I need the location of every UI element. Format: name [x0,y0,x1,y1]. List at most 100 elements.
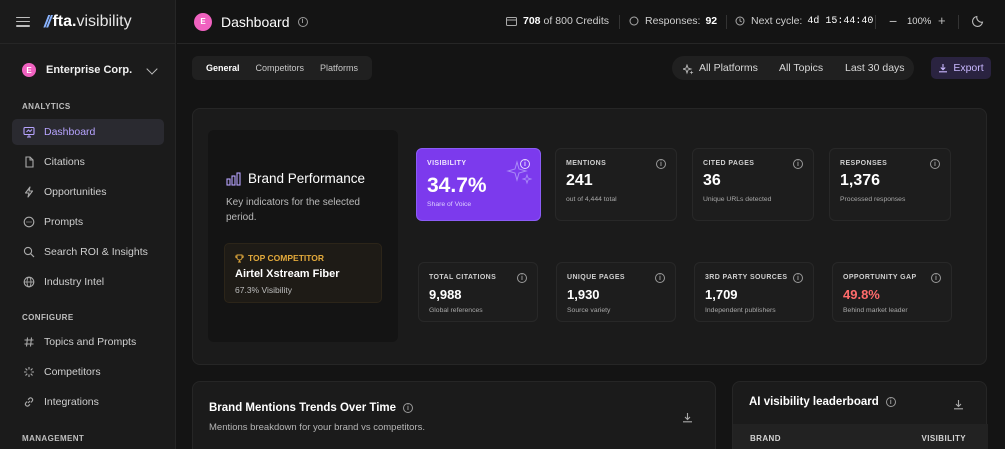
sidebar-item-search-roi[interactable]: Search ROI & Insights [12,239,164,265]
sidebar-item-citations[interactable]: Citations [12,149,164,175]
page-avatar: E [194,12,212,31]
metric-card-responses[interactable]: RESPONSES 1,376 Processed responses i [829,148,951,221]
sidebar-item-dashboard[interactable]: Dashboard [12,119,164,145]
metric-card-third-party-sources[interactable]: 3RD PARTY SOURCES 1,709 Independent publ… [694,262,814,322]
info-icon[interactable]: i [297,16,308,27]
metric-label: MENTIONS [566,160,607,167]
sidebar-item-label: Dashboard [44,126,96,138]
trophy-icon [235,254,244,263]
file-icon [23,156,35,168]
export-label: Export [953,62,984,74]
sidebar-item-label: Topics and Prompts [44,336,137,348]
column-brand[interactable]: BRAND [750,433,781,443]
credits-counter: 708 of 800 Credits [506,15,609,27]
clock-icon [735,16,745,26]
logo-light-text: visibility [76,12,132,30]
sidebar-item-opportunities[interactable]: Opportunities [12,179,164,205]
sparkle-decoration-icon [505,159,533,192]
column-visibility[interactable]: VISIBILITY [921,433,966,443]
org-switcher[interactable]: E Enterprise Corp. [12,56,162,84]
hash-icon [23,336,35,348]
metric-value: 9,988 [429,287,462,302]
metric-card-mentions[interactable]: MENTIONS 241 out of 4,444 total i [555,148,677,221]
credits-total: 800 Credits [555,15,609,27]
filter-period[interactable]: Last 30 days [845,62,905,74]
divider [619,15,620,29]
org-avatar: E [22,63,36,77]
page-title: Dashboard [221,13,290,30]
sparkle-icon [23,366,35,378]
download-icon[interactable] [682,410,693,428]
credits-of: of [543,15,553,27]
zoom-in-icon[interactable]: + [938,13,946,28]
top-competitor-tag: TOP COMPETITOR [235,253,324,263]
metric-value: 1,376 [840,172,881,189]
info-icon[interactable]: i [885,397,896,407]
sidebar-item-topics-prompts[interactable]: Topics and Prompts [12,329,164,355]
sidebar-item-label: Integrations [44,396,99,408]
info-icon[interactable]: i [931,273,941,283]
brand-performance-heading: Brand Performance [226,171,365,186]
brand-performance-description: Key indicators for the selected period. [226,197,360,223]
zoom-level: 100% [907,16,932,27]
info-icon[interactable]: i [655,273,665,283]
next-cycle-value: 4d 15:44:40 [807,15,874,27]
info-icon[interactable]: i [930,159,940,169]
metric-card-visibility[interactable]: VISIBILITY 34.7% Share of Voice i [416,148,541,221]
download-icon[interactable] [953,397,964,415]
chevron-down-icon [146,63,158,75]
moon-icon[interactable] [972,14,985,27]
logo-mark: // [44,11,52,31]
responses-label: Responses: [645,15,701,27]
credits-used: 708 [523,15,541,27]
app-logo[interactable]: // fta. visibility [44,12,132,32]
sidebar-item-industry-intel[interactable]: Industry Intel [12,269,164,295]
sidebar-header: // fta. visibility [0,0,175,44]
metric-sub: Behind market leader [843,307,908,314]
next-cycle-label: Next cycle: [751,15,803,27]
info-icon[interactable]: i [793,159,803,169]
leaderboard-header-row: BRAND VISIBILITY [733,424,988,449]
info-icon[interactable]: i [793,273,803,283]
sidebar-item-competitors[interactable]: Competitors [12,359,164,385]
info-icon[interactable]: i [656,159,666,169]
section-configure: CONFIGURE [22,313,74,322]
metric-label: RESPONSES [840,160,888,167]
metric-card-total-citations[interactable]: TOTAL CITATIONS 9,988 Global references … [418,262,538,322]
search-icon [23,246,35,258]
sidebar-item-label: Industry Intel [44,276,105,288]
filter-topics[interactable]: All Topics [779,62,824,74]
metric-card-opportunity-gap[interactable]: OPPORTUNITY GAP 49.8% Behind market lead… [832,262,952,322]
sidebar-item-label: Opportunities [44,186,107,198]
tab-platforms[interactable]: Platforms [320,63,359,73]
next-cycle-timer: Next cycle: 4d 15:44:40 [735,15,873,27]
info-icon[interactable]: i [520,159,530,169]
topbar: E Dashboard i 708 of 800 Credits Respons… [177,0,1005,44]
mentions-trends-card: Brand Mentions Trends Over Time i Mentio… [192,381,716,449]
metric-label: UNIQUE PAGES [567,274,625,281]
sidebar: // fta. visibility E Enterprise Corp. AN… [0,0,176,449]
metric-card-unique-pages[interactable]: UNIQUE PAGES 1,930 Source variety i [556,262,676,322]
tab-general[interactable]: General [206,63,240,73]
sidebar-item-prompts[interactable]: Prompts [12,209,164,235]
menu-toggle-icon[interactable] [16,16,30,27]
sidebar-item-integrations[interactable]: Integrations [12,389,164,415]
zoom-out-icon[interactable]: − [889,13,898,29]
top-competitor-name: Airtel Xstream Fiber [235,268,340,280]
leaderboard-card: AI visibility leaderboard i BRAND VISIBI… [732,381,988,449]
metric-value: 34.7% [427,174,487,197]
info-icon[interactable]: i [517,273,527,283]
tab-competitors[interactable]: Competitors [255,63,305,73]
top-competitor-card: TOP COMPETITOR Airtel Xstream Fiber 67.3… [224,243,382,303]
export-button[interactable]: Export [931,57,991,79]
metric-value: 1,709 [705,287,738,302]
metric-card-cited-pages[interactable]: CITED PAGES 36 Unique URLs detected i [692,148,814,221]
info-icon[interactable]: i [403,403,414,413]
responses-counter: Responses: 92 [629,15,717,27]
chat-icon [629,16,639,26]
brand-performance-title: Brand Performance [248,171,366,186]
responses-value: 92 [705,15,718,27]
sparkles-icon [681,62,694,80]
metric-value: 1,930 [567,287,600,302]
filter-platforms[interactable]: All Platforms [699,62,758,74]
